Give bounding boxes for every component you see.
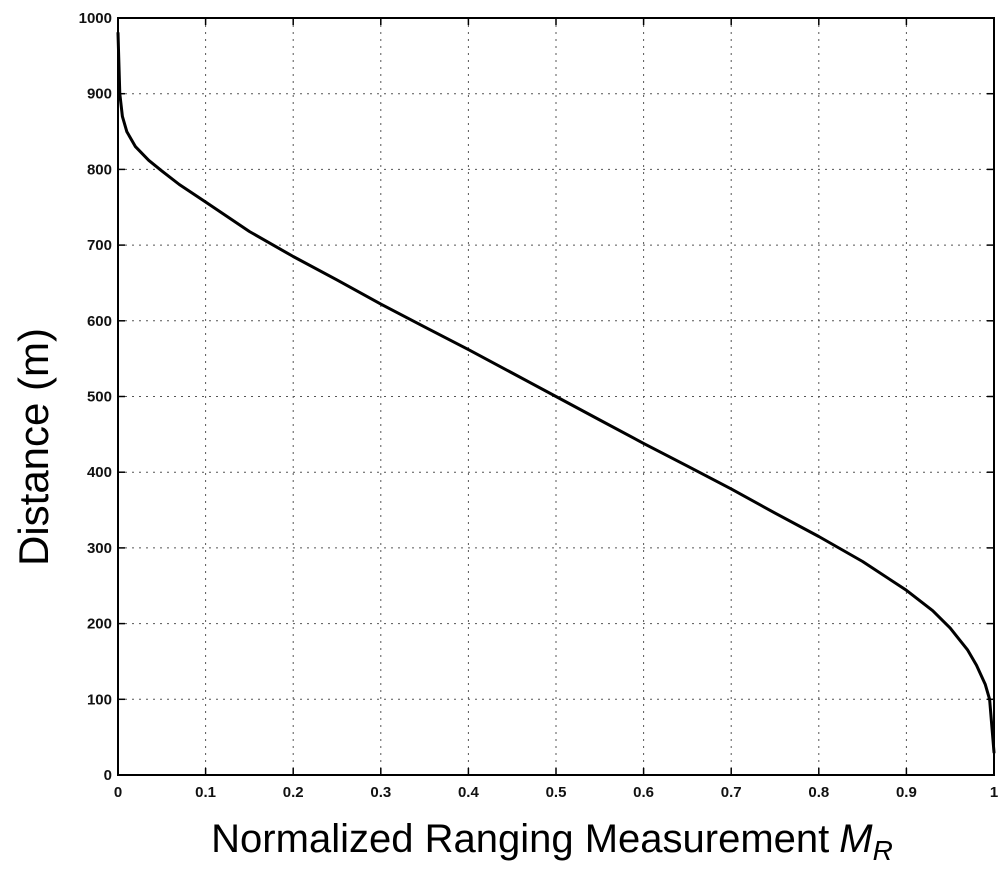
x-tick-label: 0.5 [546,784,567,801]
y-tick-label: 400 [87,464,112,481]
y-tick-label: 300 [87,540,112,557]
y-tick-label: 600 [87,313,112,330]
y-tick-labels: 0 100 200 300 400 500 600 700 800 900 1000 [79,10,112,784]
x-axis-label: Normalized Ranging Measurement MR [211,817,893,866]
x-tick-label: 0 [114,784,122,801]
y-tick-label: 0 [104,767,112,784]
x-tick-label: 0.4 [458,784,480,801]
y-tick-label: 100 [87,691,112,708]
series-line [116,31,996,754]
x-tick-label: 0.6 [633,784,654,801]
x-axis-label-text: Normalized Ranging Measurement [211,817,829,861]
x-tick-label: 0.2 [283,784,304,801]
x-tick-labels: 0 0.1 0.2 0.3 0.4 0.5 0.6 0.7 0.8 0.9 1 [114,784,998,801]
x-tick-label: 0.1 [195,784,216,801]
y-tick-label: 1000 [79,10,112,27]
y-tick-label: 800 [87,161,112,178]
x-tick-label: 0.8 [808,784,829,801]
x-tick-label: 0.7 [721,784,742,801]
y-tick-label: 900 [87,86,112,103]
x-tick-label: 1 [990,784,998,801]
y-tick-label: 500 [87,389,112,406]
y-axis-label: Distance (m) [10,328,57,566]
x-axis-label-subscript: R [873,835,893,866]
x-axis-label-symbol: M [839,817,873,861]
x-tick-label: 0.3 [370,784,391,801]
y-tick-label: 200 [87,616,112,633]
x-tick-label: 0.9 [896,784,917,801]
y-tick-label: 700 [87,237,112,254]
